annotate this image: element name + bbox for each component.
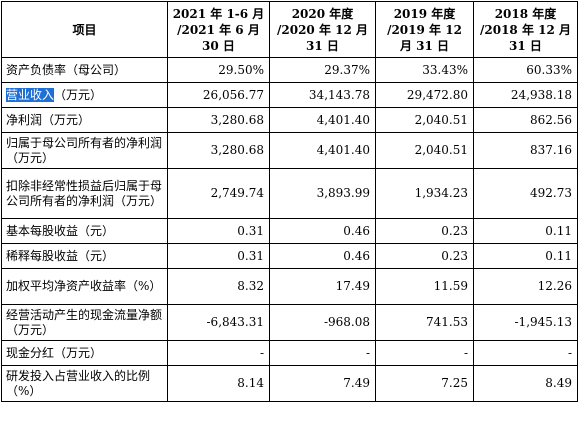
row-label: 扣除非经常性损益后归属于母公司所有者的净利润（万元） — [1, 168, 168, 219]
cell-value: - — [167, 340, 270, 366]
cell-value: 492.73 — [473, 168, 578, 219]
table-row: 经营活动产生的现金流量净额（万元） -6,843.31 -968.08 741.… — [1, 304, 578, 341]
cell-value: 29.37% — [269, 57, 376, 83]
cell-value: 0.46 — [269, 218, 376, 244]
row-label: 营业收入（万元） — [1, 82, 168, 108]
cell-value: 0.11 — [473, 243, 578, 269]
cell-value: -6,843.31 — [167, 304, 270, 341]
cell-value: 12.26 — [473, 268, 578, 305]
cell-value: - — [473, 340, 578, 366]
row-label-rest: （万元） — [54, 87, 103, 102]
table-row: 现金分红（万元） - - - - — [1, 340, 578, 366]
cell-value: 7.25 — [375, 365, 474, 402]
row-label: 基本每股收益（元） — [1, 218, 168, 244]
cell-value: 0.46 — [269, 243, 376, 269]
row-label: 净利润（万元） — [1, 107, 168, 133]
cell-value: 3,280.68 — [167, 107, 270, 133]
table-header-row: 项目 2021 年 1-6 月 /2021 年 6 月 30 日 2020 年度… — [1, 1, 578, 58]
cell-value: 8.32 — [167, 268, 270, 305]
cell-value: 17.49 — [269, 268, 376, 305]
table-row: 稀释每股收益（元） 0.31 0.46 0.23 0.11 — [1, 243, 578, 269]
table-row: 归属于母公司所有者的净利润（万元） 3,280.68 4,401.40 2,04… — [1, 132, 578, 169]
cell-value: 0.31 — [167, 243, 270, 269]
cell-value: 862.56 — [473, 107, 578, 133]
cell-value: 4,401.40 — [269, 132, 376, 169]
header-period-2021h1: 2021 年 1-6 月 /2021 年 6 月 30 日 — [167, 1, 270, 58]
row-label: 归属于母公司所有者的净利润（万元） — [1, 132, 168, 169]
row-label: 加权平均净资产收益率（%） — [1, 268, 168, 305]
cell-value: 29.50% — [167, 57, 270, 83]
cell-value: 8.14 — [167, 365, 270, 402]
table-row: 净利润（万元） 3,280.68 4,401.40 2,040.51 862.5… — [1, 107, 578, 133]
cell-value: 741.53 — [375, 304, 474, 341]
table-row: 资产负债率（母公司） 29.50% 29.37% 33.43% 60.33% — [1, 57, 578, 83]
header-period-2020: 2020 年度 /2020 年 12 月 31 日 — [269, 1, 376, 58]
row-label: 研发投入占营业收入的比例（%） — [1, 365, 168, 402]
cell-value: 24,938.18 — [473, 82, 578, 108]
table-row: 研发投入占营业收入的比例（%） 8.14 7.49 7.25 8.49 — [1, 365, 578, 402]
cell-value: 33.43% — [375, 57, 474, 83]
cell-value: 8.49 — [473, 365, 578, 402]
table-row: 基本每股收益（元） 0.31 0.46 0.23 0.11 — [1, 218, 578, 244]
cell-value: 29,472.80 — [375, 82, 474, 108]
financial-indicators-table: 项目 2021 年 1-6 月 /2021 年 6 月 30 日 2020 年度… — [1, 1, 578, 402]
cell-value: 0.31 — [167, 218, 270, 244]
cell-value: 11.59 — [375, 268, 474, 305]
table-row: 加权平均净资产收益率（%） 8.32 17.49 11.59 12.26 — [1, 268, 578, 305]
table-row: 扣除非经常性损益后归属于母公司所有者的净利润（万元） 2,749.74 3,89… — [1, 168, 578, 219]
cell-value: 1,934.23 — [375, 168, 474, 219]
header-period-2018: 2018 年度 /2018 年 12 月 31 日 — [473, 1, 578, 58]
row-label: 现金分红（万元） — [1, 340, 168, 366]
cell-value: 0.23 — [375, 218, 474, 244]
row-label: 稀释每股收益（元） — [1, 243, 168, 269]
header-period-2019: 2019 年度 /2019 年 12 月 31 日 — [375, 1, 474, 58]
row-label: 经营活动产生的现金流量净额（万元） — [1, 304, 168, 341]
cell-value: -968.08 — [269, 304, 376, 341]
cell-value: 837.16 — [473, 132, 578, 169]
cell-value: 2,040.51 — [375, 132, 474, 169]
cell-value: 0.11 — [473, 218, 578, 244]
cell-value: -1,945.13 — [473, 304, 578, 341]
cell-value: 3,280.68 — [167, 132, 270, 169]
financial-table-container: 项目 2021 年 1-6 月 /2021 年 6 月 30 日 2020 年度… — [1, 1, 578, 402]
cell-value: 7.49 — [269, 365, 376, 402]
cell-value: 3,893.99 — [269, 168, 376, 219]
cell-value: - — [269, 340, 376, 366]
table-row: 营业收入（万元） 26,056.77 34,143.78 29,472.80 2… — [1, 82, 578, 108]
cell-value: 2,749.74 — [167, 168, 270, 219]
cell-value: 2,040.51 — [375, 107, 474, 133]
cell-value: 26,056.77 — [167, 82, 270, 108]
cell-value: - — [375, 340, 474, 366]
header-item: 项目 — [1, 1, 168, 58]
cell-value: 0.23 — [375, 243, 474, 269]
cell-value: 34,143.78 — [269, 82, 376, 108]
highlighted-text: 营业收入 — [6, 87, 55, 102]
cell-value: 4,401.40 — [269, 107, 376, 133]
row-label: 资产负债率（母公司） — [1, 57, 168, 83]
cell-value: 60.33% — [473, 57, 578, 83]
